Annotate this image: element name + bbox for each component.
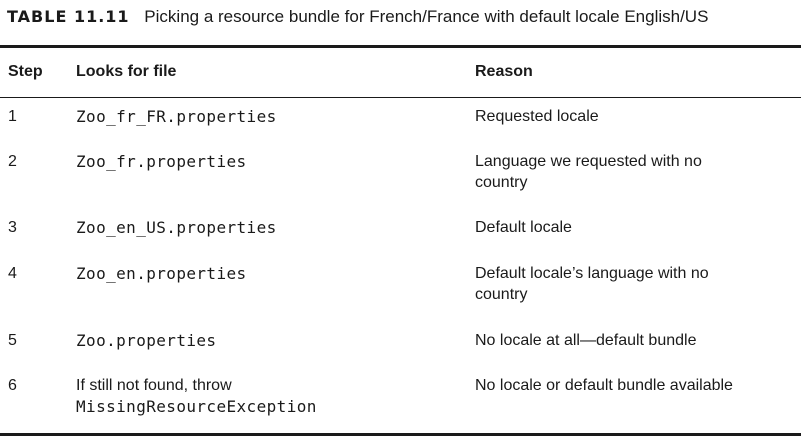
exception-name: MissingResourceException xyxy=(76,397,317,416)
step-number: 4 xyxy=(8,265,17,282)
step-number: 1 xyxy=(8,108,17,125)
table-number: TABLE 11.11 xyxy=(7,7,130,26)
step-number: 2 xyxy=(8,153,17,170)
reason-text: Default locale’s language with no xyxy=(475,265,709,282)
header-reason: Reason xyxy=(475,63,533,80)
table-title: Picking a resource bundle for French/Fra… xyxy=(144,7,709,26)
step-number: 6 xyxy=(8,377,17,394)
reason-text: No locale or default bundle available xyxy=(475,377,733,394)
reason-text-continued: country xyxy=(475,286,528,303)
step-number: 3 xyxy=(8,219,17,236)
file-description: If still not found, throw xyxy=(76,377,232,394)
file-name: Zoo_fr.properties xyxy=(76,152,247,171)
file-name: Zoo_fr_FR.properties xyxy=(76,107,277,126)
file-name: Zoo_en_US.properties xyxy=(76,218,277,237)
header-looks-for-file: Looks for file xyxy=(76,63,177,80)
reason-text-continued: country xyxy=(475,174,528,191)
file-name: Zoo_en.properties xyxy=(76,264,247,283)
table-caption: TABLE 11.11 Picking a resource bundle fo… xyxy=(7,7,708,27)
step-number: 5 xyxy=(8,332,17,349)
header-rule xyxy=(0,97,801,98)
reason-text: No locale at all—default bundle xyxy=(475,332,697,349)
reason-text: Language we requested with no xyxy=(475,153,702,170)
header-step: Step xyxy=(8,63,43,80)
reason-text: Requested locale xyxy=(475,108,599,125)
file-name: Zoo.properties xyxy=(76,331,217,350)
bottom-rule xyxy=(0,433,801,436)
top-rule xyxy=(0,45,801,48)
reason-text: Default locale xyxy=(475,219,572,236)
